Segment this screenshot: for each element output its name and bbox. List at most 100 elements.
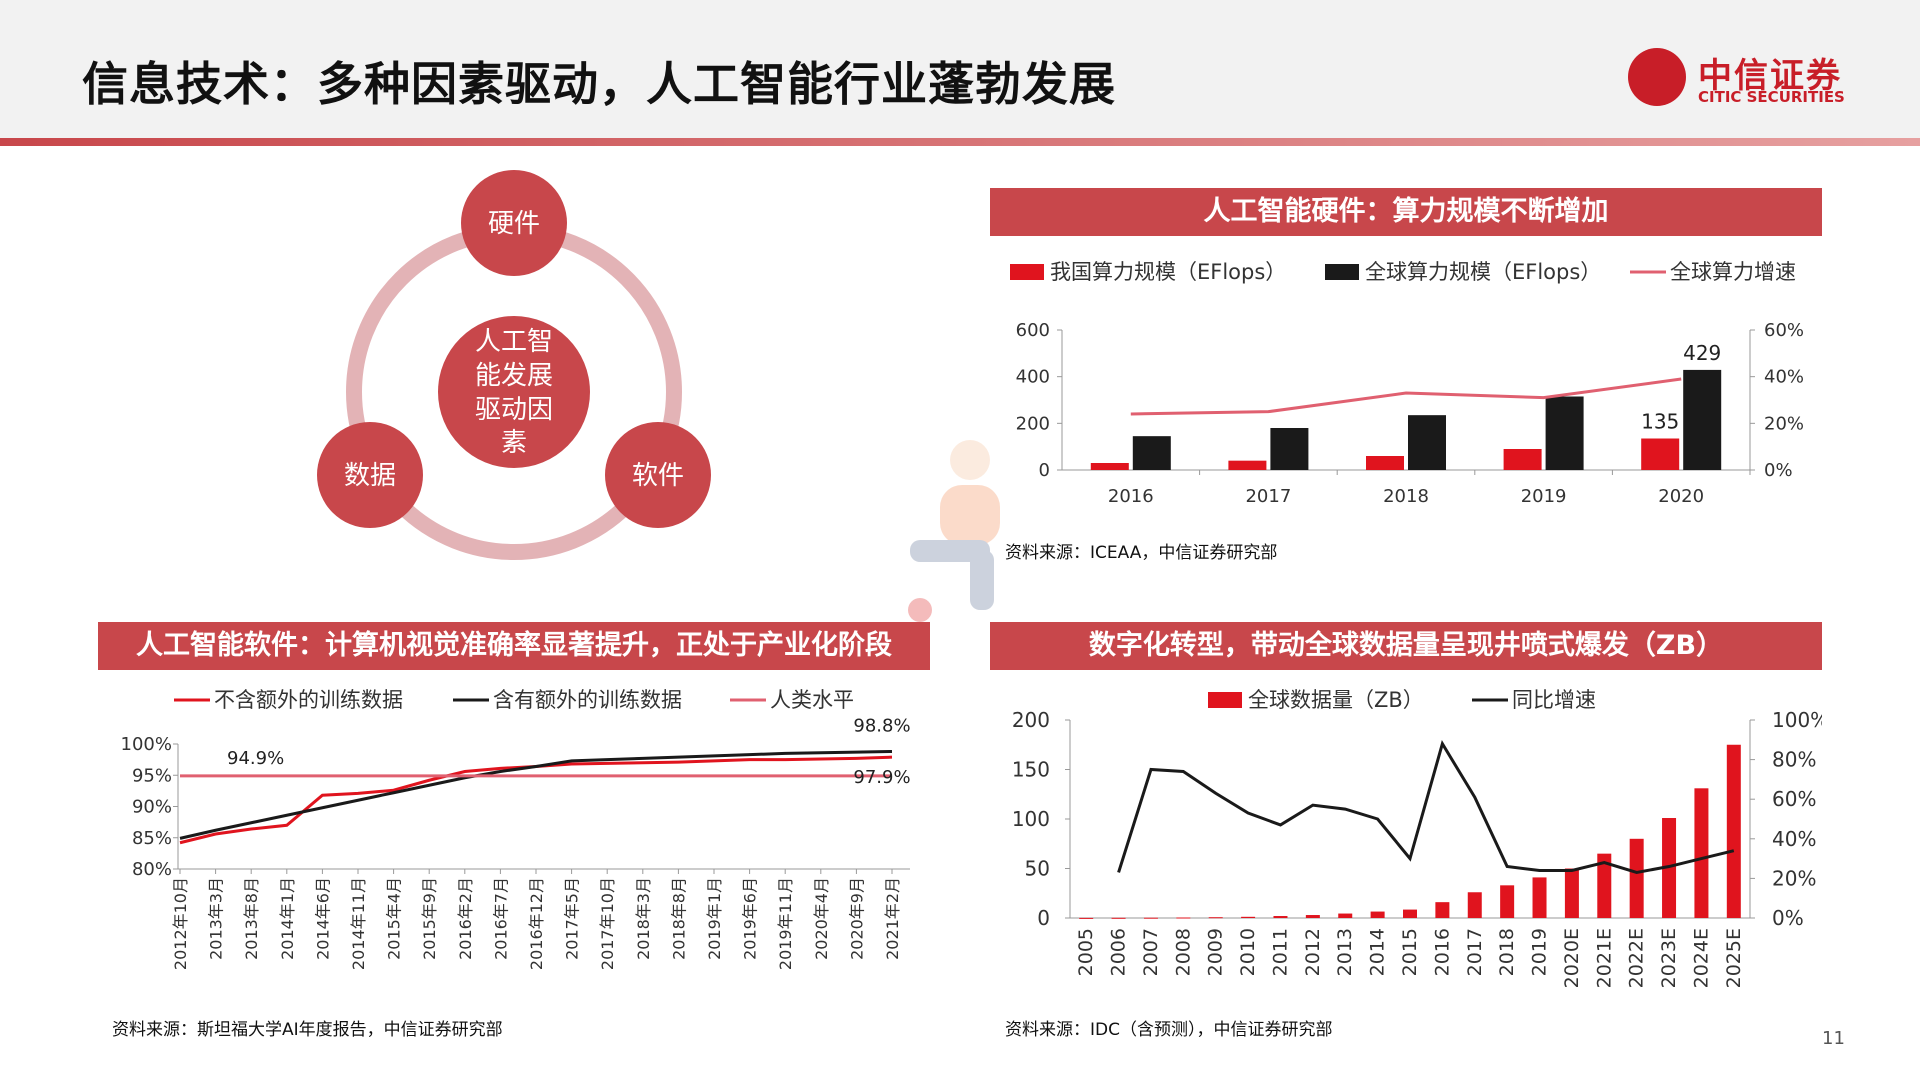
y2-tick-label: 0% [1772,906,1804,930]
x-tick-label: 2019 [1521,486,1567,507]
x-tick-label: 2014年6月 [313,877,332,960]
brand-logo: 中信证券 CITIC SECURITIES [1628,48,1888,108]
x-tick-label: 2024E [1690,928,1712,988]
legend-software-2-label: 人类水平 [770,688,854,712]
y2-tick-label: 40% [1764,367,1804,388]
x-tick-label: 2010 [1237,928,1259,976]
x-tick-label: 2015年9月 [420,877,439,960]
bar-data-volume [1111,917,1126,919]
y-tick-label: 100 [1012,807,1050,831]
logo-mark-icon [1628,48,1686,106]
logo-en-text: CITIC SECURITIES [1698,88,1845,106]
bar-data-volume [1532,877,1547,918]
bar-china-compute [1366,456,1404,470]
bar-data-volume [1726,744,1741,918]
y-tick-label: 90% [132,797,172,818]
y2-tick-label: 100% [1772,708,1822,732]
diagram-node-software [605,422,711,528]
y-tick-label: 200 [1012,708,1050,732]
x-tick-label: 2015 [1399,928,1421,976]
y-tick-label: 85% [132,828,172,849]
bar-china-compute [1090,463,1129,470]
x-tick-label: 2012年10月 [171,877,190,970]
x-tick-label: 2020年9月 [847,877,866,960]
driver-diagram: 人工智 能发展 驱动因 素 硬件 数据 软件 [317,170,711,560]
x-tick-label: 2014年11月 [349,877,368,970]
x-tick-label: 2014 [1367,928,1389,976]
page-title: 信息技术：多种因素驱动，人工智能行业蓬勃发展 [82,57,1116,111]
x-tick-label: 2021年2月 [883,877,902,960]
x-tick-label: 2013年8月 [242,877,261,960]
x-tick-label: 2018年3月 [634,877,653,960]
bar-global-compute [1132,436,1171,470]
x-tick-label: 2016 [1108,486,1154,507]
x-tick-label: 2025E [1723,928,1745,988]
bar-global-compute [1408,415,1446,470]
diagram-center [438,316,590,468]
bar-data-volume [1273,916,1288,918]
x-tick-label: 2009 [1205,928,1227,976]
data-label: 135 [1641,410,1679,434]
bar-data-volume [1629,838,1644,918]
x-tick-label: 2015年4月 [385,877,404,960]
x-tick-label: 2016年7月 [491,877,510,960]
header-band [0,0,1920,138]
legend-data-volume-label: 全球数据量（ZB） [1248,688,1424,712]
bar-data-volume [1694,788,1709,918]
legend-software-0-label: 不含额外的训练数据 [214,688,403,712]
y2-tick-label: 20% [1764,413,1804,434]
data-label: 429 [1683,341,1721,365]
bar-data-volume [1564,868,1579,918]
data-label: 94.9% [227,748,284,769]
runner-watermark-icon [908,440,1000,622]
line-global-growth [1130,377,1682,416]
bar-data-volume [1241,916,1256,918]
x-tick-label: 2018年8月 [669,877,688,960]
x-tick-label: 2018 [1383,486,1429,507]
x-tick-label: 2017年10月 [598,877,617,970]
x-tick-label: 2017 [1245,486,1291,507]
bar-china-compute [1641,438,1680,470]
x-tick-label: 2023E [1658,928,1680,988]
x-tick-label: 2006 [1108,928,1130,976]
bar-data-volume [1176,917,1191,919]
diagram-center-line-4: 素 [501,428,527,458]
bar-data-volume [1079,917,1094,919]
x-tick-label: 2007 [1140,928,1162,976]
y-tick-label: 80% [132,859,172,880]
x-tick-label: 2021E [1593,928,1615,988]
data-volume-chart: 全球数据量（ZB） 同比增速 0 50 100 150 200 0% 20% 40% 60% 80% 1… [1012,688,1822,988]
bar-data-volume [1338,913,1353,918]
x-tick-label: 2019年6月 [741,877,760,960]
hardware-chart: 我国算力规模（EFlops） 全球算力规模（EFlops） 全球算力增速 0 200 40… [1010,260,1804,507]
x-tick-label: 2012 [1302,928,1324,976]
legend-data-volume-swatch [1208,692,1242,708]
x-tick-label: 2020 [1658,486,1704,507]
x-tick-label: 2020E [1561,928,1583,988]
y-tick-label: 50 [1025,857,1050,881]
x-tick-label: 2008 [1172,928,1194,976]
x-tick-label: 2022E [1626,928,1648,988]
y2-tick-label: 80% [1772,748,1816,772]
x-tick-label: 2016年12月 [527,877,546,970]
bar-data-volume [1403,909,1417,918]
y-tick-label: 0 [1039,460,1050,481]
legend-software-1-label: 含有额外的训练数据 [493,688,682,712]
y2-tick-label: 20% [1772,866,1816,890]
line-software-0 [179,755,893,845]
hardware-section-title: 人工智能硬件：算力规模不断增加 [990,188,1822,236]
diagram-node-data-label: 数据 [344,461,396,491]
bar-global-compute [1545,396,1584,470]
y2-tick-label: 60% [1772,787,1816,811]
y-tick-label: 100% [121,734,172,755]
x-tick-label: 2017 [1464,928,1486,976]
y2-tick-label: 0% [1764,460,1793,481]
x-tick-label: 2019年1月 [705,877,724,960]
bar-data-volume [1143,917,1158,919]
data-section-title: 数字化转型，带动全球数据量呈现井喷式爆发（ZB） [990,622,1822,670]
x-tick-label: 2016年2月 [456,877,475,960]
diagram-node-hardware [461,170,567,276]
x-tick-label: 2005 [1075,928,1097,976]
legend-china-compute-swatch [1010,264,1044,280]
bar-data-volume [1597,853,1612,918]
